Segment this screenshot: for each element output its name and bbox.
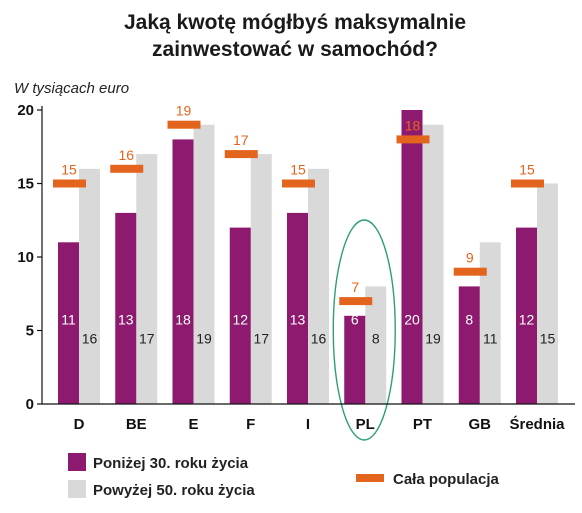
population-marker-7 [453, 267, 487, 276]
y-tick-label-4: 20 [17, 102, 34, 119]
value-label-population-5: 7 [351, 279, 359, 295]
y-tick-label-0: 0 [26, 396, 34, 413]
value-label-over-50-4: 16 [311, 331, 327, 347]
bar-under-30-6 [401, 110, 423, 404]
population-marker-3 [224, 150, 258, 159]
bar-over-50-5 [365, 286, 387, 404]
value-label-population-2: 19 [176, 103, 192, 119]
y-tick-label-1: 5 [26, 323, 34, 340]
legend-label-under-30: Poniżej 30. roku życia [93, 455, 249, 472]
value-label-population-7: 9 [466, 250, 474, 266]
bar-over-50-2 [193, 124, 215, 404]
population-marker-6 [396, 135, 430, 144]
value-label-over-50-7: 11 [483, 331, 498, 347]
chart-title-line-2: zainwestować w samochód? [152, 38, 438, 61]
value-label-under-30-0: 11 [61, 312, 76, 328]
y-tick-label-2: 10 [17, 249, 34, 266]
x-tick-label-0: D [74, 416, 85, 433]
bar-under-30-2 [172, 139, 194, 404]
population-marker-2 [167, 120, 201, 129]
population-marker-4 [282, 179, 315, 188]
bar-under-30-4 [287, 212, 308, 404]
value-label-population-4: 15 [290, 162, 306, 178]
bar-under-30-0 [58, 242, 79, 404]
value-label-over-50-3: 17 [253, 331, 269, 347]
bar-over-50-6 [422, 124, 444, 404]
x-tick-label-1: BE [126, 416, 147, 433]
y-axis-unit-label: W tysiącach euro [14, 80, 129, 97]
value-label-under-30-3: 12 [232, 312, 248, 328]
bar-under-30-1 [115, 212, 137, 404]
population-marker-8 [511, 179, 544, 188]
x-tick-label-7: GB [469, 416, 492, 433]
population-marker-1 [110, 164, 144, 173]
legend-swatch-population [356, 474, 384, 482]
x-tick-label-5: PL [356, 416, 375, 433]
value-label-under-30-6: 20 [404, 312, 420, 328]
value-label-under-30-8: 12 [519, 312, 535, 328]
bar-under-30-8 [516, 227, 537, 404]
bar-under-30-3 [229, 227, 251, 404]
x-tick-label-6: PT [413, 416, 432, 433]
value-label-under-30-7: 8 [465, 312, 473, 328]
legend-label-over-50: Powyżej 50. roku życia [93, 482, 255, 499]
value-label-population-3: 17 [233, 132, 249, 148]
value-label-under-30-5: 6 [351, 312, 359, 328]
y-tick-label-3: 15 [17, 176, 34, 193]
value-label-over-50-6: 19 [425, 331, 441, 347]
value-label-under-30-1: 13 [118, 312, 134, 328]
value-label-population-1: 16 [118, 147, 134, 163]
value-label-under-30-4: 13 [290, 312, 306, 328]
x-tick-label-2: E [188, 416, 198, 433]
value-label-over-50-5: 8 [372, 331, 380, 347]
bar-over-50-3 [250, 154, 272, 404]
value-label-over-50-2: 19 [196, 331, 212, 347]
value-label-under-30-2: 18 [175, 312, 191, 328]
bar-over-50-8 [537, 183, 558, 404]
legend-swatch-over-50 [68, 480, 86, 498]
x-tick-label-8: Średnia [509, 415, 565, 433]
bar-over-50-0 [79, 168, 100, 404]
legend-label-population: Cała populacja [393, 471, 500, 488]
highlight-ellipse [332, 219, 396, 441]
bar-over-50-4 [308, 168, 329, 404]
bar-over-50-7 [479, 242, 501, 404]
population-marker-0 [53, 179, 86, 188]
value-label-population-0: 15 [61, 162, 77, 178]
bar-under-30-7 [458, 286, 480, 404]
value-label-population-8: 15 [519, 162, 535, 178]
value-label-over-50-8: 15 [540, 331, 556, 347]
x-tick-label-4: I [306, 416, 310, 433]
bar-under-30-5 [344, 315, 366, 404]
value-label-over-50-1: 17 [139, 331, 155, 347]
value-label-over-50-0: 16 [82, 331, 98, 347]
population-marker-5 [339, 297, 373, 306]
x-tick-label-3: F [246, 416, 255, 433]
chart-title-line-1: Jaką kwotę mógłbyś maksymalnie [124, 11, 466, 34]
value-label-population-6: 18 [405, 117, 421, 133]
bar-over-50-1 [136, 154, 158, 404]
legend-swatch-under-30 [68, 453, 86, 471]
